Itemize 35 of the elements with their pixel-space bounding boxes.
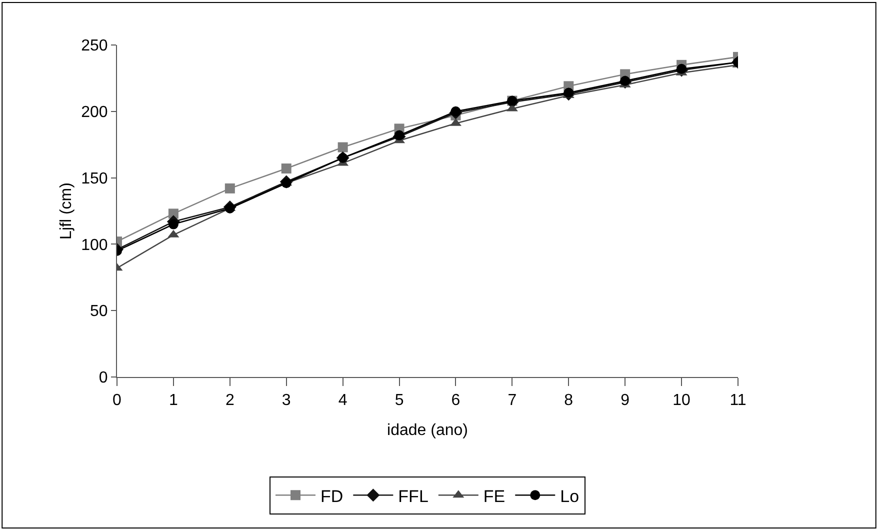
legend-label: FD <box>320 486 344 506</box>
x-tick-label: 6 <box>451 392 460 410</box>
x-tick-label: 8 <box>564 392 574 410</box>
point <box>450 106 461 116</box>
point <box>564 88 574 98</box>
x-tick-label: 11 <box>730 392 746 410</box>
y-tick-label: 150 <box>81 170 108 188</box>
point <box>394 130 404 140</box>
x-tick-label: 10 <box>672 392 691 410</box>
y-axis-title: Ljfl (cm) <box>58 182 75 240</box>
x-tick-label: 1 <box>168 392 178 410</box>
y-tick-label: 100 <box>81 236 108 254</box>
legend-label: Lo <box>560 486 580 506</box>
y-tick-label: 250 <box>81 38 108 55</box>
x-axis-title: idade (ano) <box>387 422 468 439</box>
point <box>676 64 687 74</box>
point <box>168 219 178 230</box>
x-tick-label: 3 <box>282 392 291 410</box>
point <box>620 76 630 86</box>
x-tick-label: 0 <box>112 392 122 410</box>
point <box>281 164 292 174</box>
x-tick-label: 4 <box>338 392 348 410</box>
point <box>224 203 235 214</box>
x-tick-label: 9 <box>620 392 630 410</box>
point <box>224 183 235 194</box>
x-tick-label: 5 <box>394 392 404 410</box>
legend-label: FFL <box>398 486 428 506</box>
point <box>281 178 292 188</box>
point <box>338 142 348 152</box>
x-tick-label: 2 <box>225 392 234 410</box>
legend-label: FE <box>483 486 506 506</box>
x-tick-label: 7 <box>508 392 517 410</box>
y-tick-label: 200 <box>81 104 108 121</box>
y-tick-label: 0 <box>98 370 108 387</box>
y-tick-label: 50 <box>90 303 108 320</box>
